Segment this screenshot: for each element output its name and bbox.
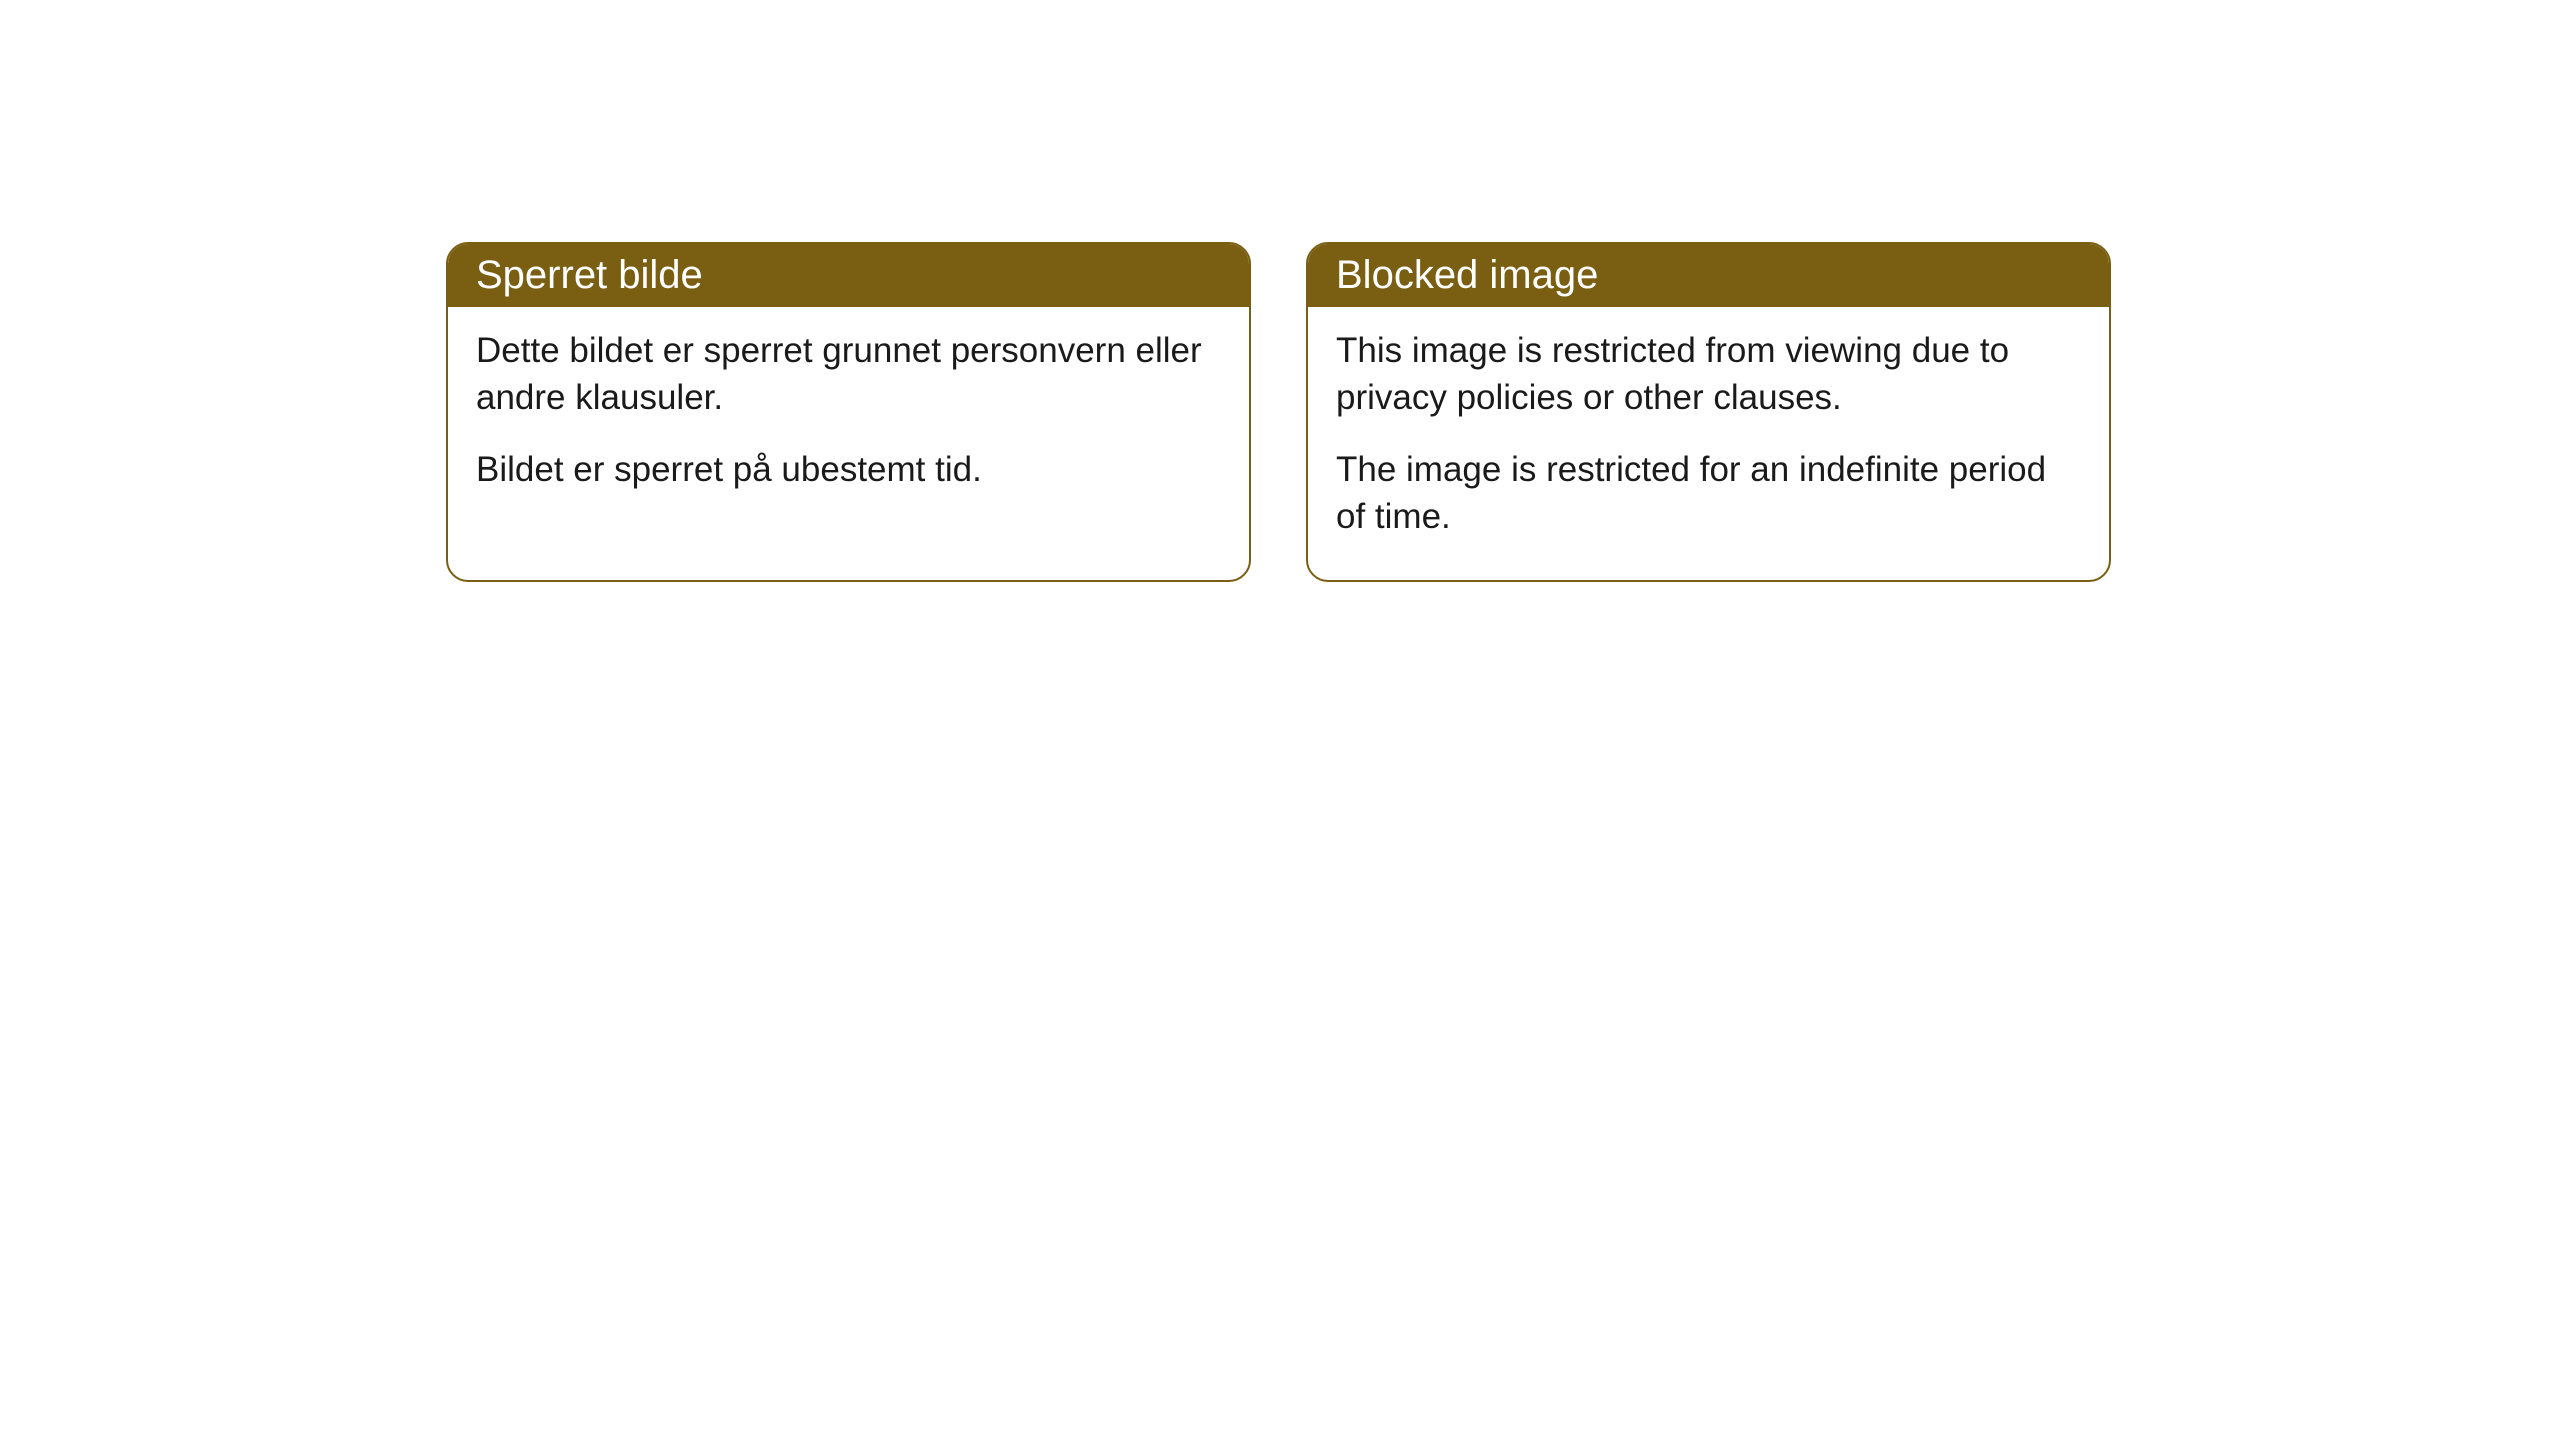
card-header: Sperret bilde <box>448 244 1249 307</box>
blocked-image-card-norwegian: Sperret bilde Dette bildet er sperret gr… <box>446 242 1251 582</box>
card-paragraph-2: Bildet er sperret på ubestemt tid. <box>476 446 1221 493</box>
blocked-image-card-english: Blocked image This image is restricted f… <box>1306 242 2111 582</box>
card-title: Blocked image <box>1336 253 1598 297</box>
card-body: This image is restricted from viewing du… <box>1308 307 2109 580</box>
notice-cards-container: Sperret bilde Dette bildet er sperret gr… <box>446 242 2111 582</box>
card-paragraph-2: The image is restricted for an indefinit… <box>1336 446 2081 541</box>
card-body: Dette bildet er sperret grunnet personve… <box>448 307 1249 533</box>
card-title: Sperret bilde <box>476 253 703 297</box>
card-header: Blocked image <box>1308 244 2109 307</box>
card-paragraph-1: Dette bildet er sperret grunnet personve… <box>476 327 1221 422</box>
card-paragraph-1: This image is restricted from viewing du… <box>1336 327 2081 422</box>
